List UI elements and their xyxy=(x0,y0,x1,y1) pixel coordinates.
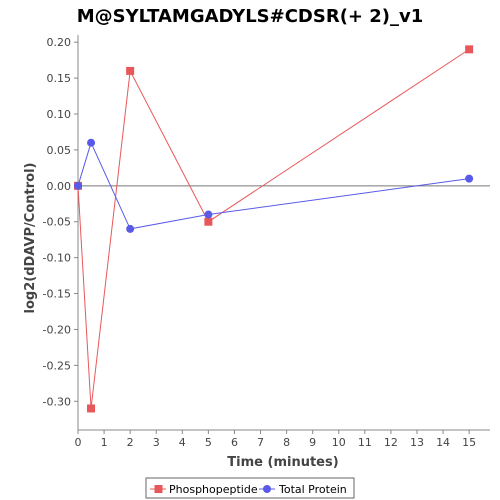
y-tick-label: -0.25 xyxy=(43,359,71,372)
legend-phosphopeptide-label: Phosphopeptide xyxy=(169,483,258,496)
total-protein-point xyxy=(126,224,135,233)
y-tick-label: 0.15 xyxy=(47,72,72,85)
total-protein-point xyxy=(87,138,96,147)
series-layer xyxy=(74,45,474,413)
phosphopeptide-series-line xyxy=(77,48,470,409)
y-axis-title: log2(dDAVP/Control) xyxy=(23,163,38,314)
x-tick-label: 13 xyxy=(410,436,424,449)
x-tick-label: 14 xyxy=(436,436,450,449)
x-tick-label: 9 xyxy=(309,436,316,449)
y-axis-ticks: 0.20 0.15 0.10 0.05 0.00 -0.05 -0.10 -0.15 -0.20… xyxy=(43,36,78,408)
x-tick-label: 10 xyxy=(332,436,346,449)
y-tick-label: -0.10 xyxy=(43,252,71,265)
x-axis-ticks: 0 1 2 3 4 5 6 7 8 9 10 11 12 13 14 15 xyxy=(75,430,476,449)
x-tick-label: 1 xyxy=(101,436,108,449)
legend-total-protein-label: Total Protein xyxy=(278,483,347,496)
x-tick-label: 12 xyxy=(384,436,398,449)
y-tick-label: -0.15 xyxy=(43,288,71,301)
total-protein-point xyxy=(204,210,213,219)
x-tick-label: 3 xyxy=(153,436,160,449)
x-tick-label: 11 xyxy=(358,436,372,449)
y-tick-label: 0.05 xyxy=(47,144,72,157)
x-tick-label: 4 xyxy=(179,436,186,449)
y-tick-label: -0.30 xyxy=(43,395,71,408)
y-tick-label: -0.20 xyxy=(43,323,71,336)
x-tick-label: 2 xyxy=(127,436,134,449)
x-tick-label: 8 xyxy=(283,436,290,449)
y-tick-label: 0.20 xyxy=(47,36,72,49)
legend-phosphopeptide-marker xyxy=(154,485,163,493)
phosphopeptide-point xyxy=(87,404,96,413)
x-tick-label: 0 xyxy=(75,436,82,449)
x-tick-label: 7 xyxy=(257,436,264,449)
phosphopeptide-point xyxy=(465,45,474,54)
chart-title: M@SYLTAMGADYLS#CDSR(+ 2)_v1 xyxy=(77,6,424,27)
legend-total-protein-marker xyxy=(263,485,271,493)
legend: Phosphopeptide Total Protein xyxy=(145,477,355,499)
y-tick-label: -0.05 xyxy=(43,216,71,229)
x-tick-label: 6 xyxy=(231,436,238,449)
phosphopeptide-point xyxy=(204,217,213,226)
x-tick-label: 15 xyxy=(462,436,476,449)
y-tick-label: 0.10 xyxy=(47,108,72,121)
total-protein-point xyxy=(74,181,82,190)
legend-box xyxy=(145,477,355,499)
x-tick-label: 5 xyxy=(205,436,212,449)
phosphopeptide-point xyxy=(126,66,135,75)
x-axis-title: Time (minutes) xyxy=(227,455,338,470)
total-protein-point xyxy=(465,174,474,183)
plot-area xyxy=(77,35,490,431)
y-tick-label: 0.00 xyxy=(47,180,72,193)
